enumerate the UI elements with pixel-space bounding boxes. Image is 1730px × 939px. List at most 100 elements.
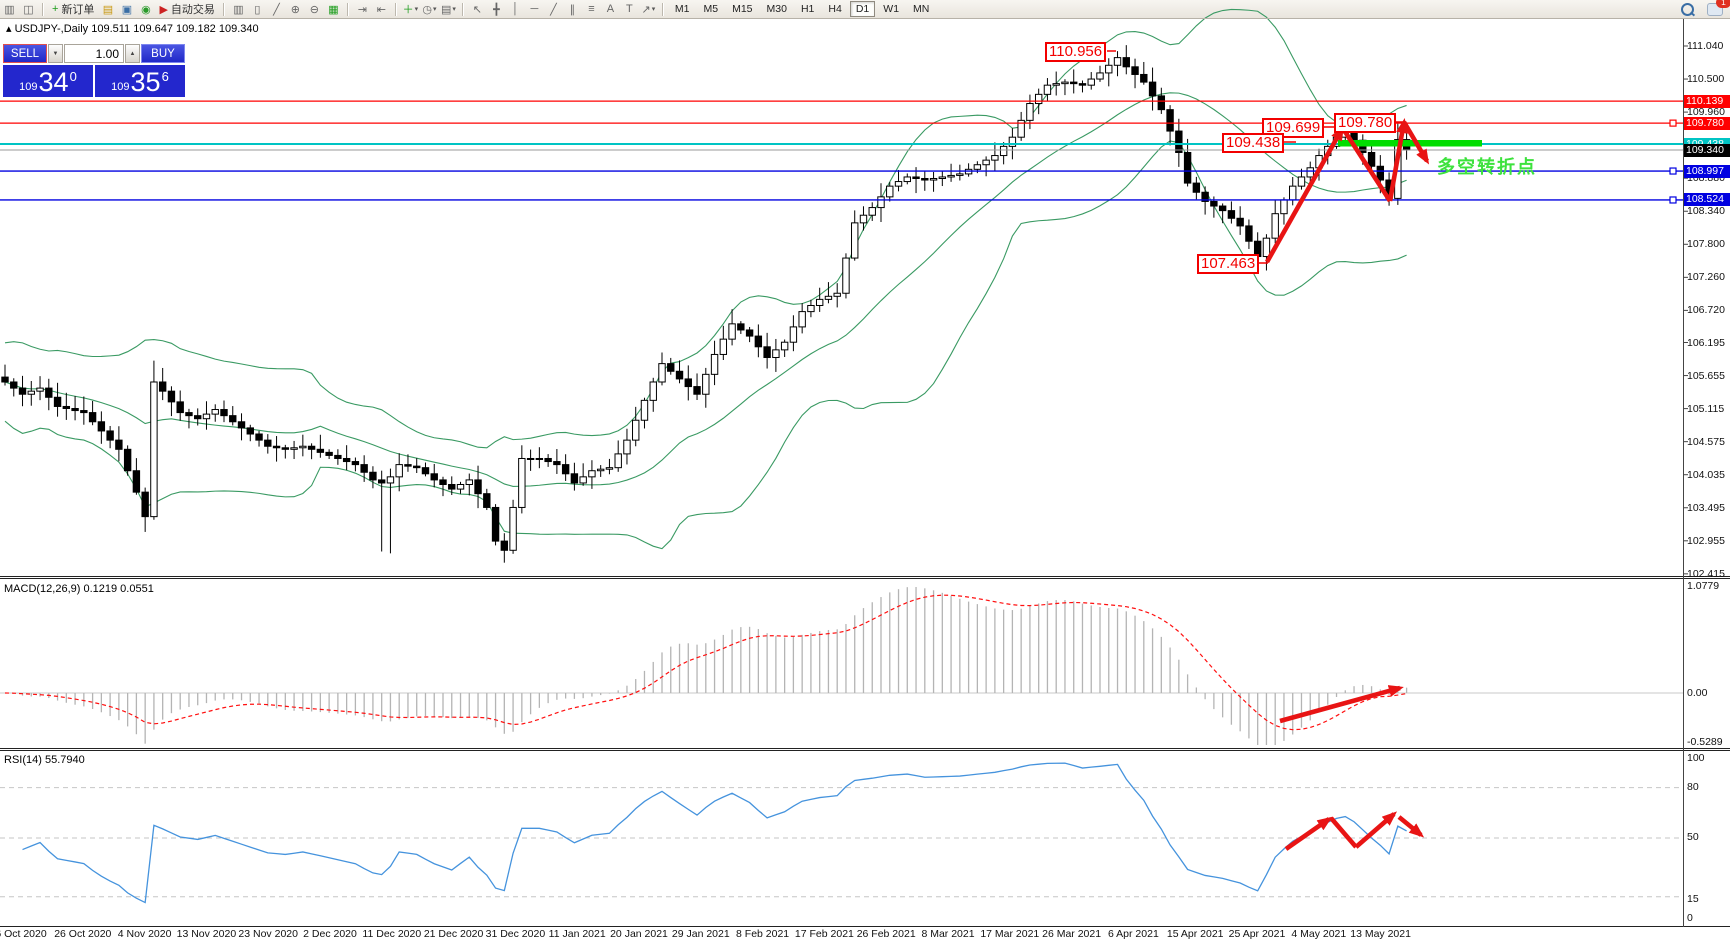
trend-arrow[interactable] [1387, 118, 1408, 202]
bollinger-lower-band [4, 140, 1407, 550]
horizontal-line-icon: ─ [530, 3, 539, 15]
tile-windows[interactable]: ▦ [324, 1, 343, 17]
ask-price[interactable]: 109 35 6 [95, 65, 185, 97]
date-axis-label: 8 Feb 2021 [736, 928, 790, 939]
label[interactable]: T [620, 1, 639, 17]
timeframe-M15[interactable]: M15 [732, 3, 753, 15]
chart-window[interactable]: ▥ [0, 1, 19, 17]
autotrade-button[interactable]: ▶ 自动交易 [155, 1, 218, 17]
trend-arrow[interactable] [1329, 816, 1358, 849]
annotation-arrows[interactable] [1107, 50, 1482, 851]
price-callout-109.438[interactable]: 109.438 [1222, 133, 1285, 153]
sell-button[interactable]: SELL [3, 44, 47, 63]
price-line-label: 109.780 [1684, 116, 1730, 130]
channel[interactable]: ∥ [563, 1, 582, 17]
date-axis-label: 11 Jan 2021 [548, 928, 606, 939]
chat-icon[interactable]: 1 [1705, 0, 1730, 17]
history[interactable]: ▤ [98, 1, 117, 17]
cursor[interactable]: ↖ [468, 1, 487, 17]
new-order-label: 新订单 [61, 4, 95, 16]
collapse-arrow-icon[interactable]: ▴ [6, 23, 12, 35]
notification-badge: 1 [1716, 0, 1730, 8]
line-chart[interactable]: ╱ [267, 1, 286, 17]
new-order-icon: + [52, 3, 59, 15]
date-axis-label: 20 Jan 2021 [610, 928, 668, 939]
toolbar-separator [661, 2, 664, 16]
timeframe-MN[interactable]: MN [913, 3, 930, 15]
price-callout-109.699[interactable]: 109.699 [1262, 118, 1325, 138]
date-axis-label: 15 Apr 2021 [1166, 928, 1224, 939]
trend-arrow[interactable] [1284, 816, 1333, 851]
price-callout-110.956[interactable]: 110.956 [1045, 42, 1107, 62]
date-axis-label: 4 May 2021 [1291, 928, 1347, 939]
ask-pip-digit: 6 [161, 69, 169, 84]
bid-price[interactable]: 109 34 0 [3, 65, 93, 97]
trend-arrow[interactable] [1397, 815, 1425, 838]
line-anchor-marker[interactable] [1669, 167, 1677, 175]
toolbar-separator [346, 2, 349, 16]
rsi-label: RSI(14) 55.7940 [4, 754, 85, 766]
signals-icon: ◉ [141, 3, 151, 16]
timeframe-M30[interactable]: M30 [766, 3, 787, 15]
signals[interactable]: ◉ [136, 1, 155, 17]
volume-input[interactable]: 1.00 [64, 44, 124, 63]
price-axis-tick: 102.415 [1687, 567, 1725, 580]
bar-chart[interactable]: ▥ [229, 1, 248, 17]
timeframe-M1[interactable]: M1 [674, 3, 690, 15]
zoom-in[interactable]: ⊕ [286, 1, 305, 17]
price-axis-tick: 110.500 [1687, 73, 1725, 86]
turning-point-note[interactable]: 多空转折点 [1437, 157, 1537, 177]
new-order-button[interactable]: + 新订单 [48, 1, 98, 17]
trendline[interactable]: ╱ [544, 1, 563, 17]
price-callout-109.780[interactable]: 109.780 [1334, 113, 1397, 133]
terminal[interactable]: ▣ [117, 1, 136, 17]
line-anchor-marker[interactable] [1669, 119, 1677, 127]
green-highlight-bar[interactable] [1338, 140, 1482, 147]
date-axis-label: 13 May 2021 [1350, 928, 1411, 939]
chevron-down-icon: ▾ [432, 6, 437, 13]
ask-prefix: 109 [111, 81, 130, 93]
rsi-axis-tick: 15 [1687, 893, 1699, 905]
rsi-indicator [0, 762, 1683, 904]
timeframe-M5[interactable]: M5 [703, 3, 719, 15]
periods[interactable]: ◷ ▾ [420, 1, 439, 17]
crosshair[interactable]: ╋ [487, 1, 506, 17]
vertical-line[interactable]: │ [506, 1, 525, 17]
ask-big-digits: 35 [130, 67, 161, 97]
timeframe-H4[interactable]: H4 [828, 3, 842, 15]
auto-scroll-icon: ⇥ [357, 3, 368, 16]
macd-signal-line [4, 594, 1407, 731]
search-icon[interactable] [1678, 1, 1697, 17]
fibonacci[interactable]: ≡ [582, 1, 601, 17]
date-axis-label: 11 Dec 2020 [362, 928, 422, 939]
volume-decrease-button[interactable]: ▼ [48, 44, 63, 63]
buy-button[interactable]: BUY [141, 44, 185, 63]
preview[interactable]: ◫ [19, 1, 38, 17]
trend-arrow[interactable] [1402, 120, 1430, 165]
text[interactable]: A [601, 1, 620, 17]
timeframe-H1[interactable]: H1 [800, 3, 815, 15]
horizontal-lines[interactable] [0, 100, 1683, 204]
candlestick[interactable]: ▯ [248, 1, 267, 17]
shapes[interactable]: ↗ ▾ [639, 1, 658, 17]
trend-arrow[interactable] [1354, 811, 1398, 849]
price-axis-tick: 109.960 [1687, 106, 1725, 119]
templates[interactable]: ▤ ▾ [439, 1, 458, 17]
auto-scroll[interactable]: ⇥ [353, 1, 372, 17]
trend-arrow[interactable] [1279, 685, 1404, 724]
chart-shift[interactable]: ⇤ [372, 1, 391, 17]
volume-increase-button[interactable]: ▲ [125, 44, 140, 63]
price-callout-107.463[interactable]: 107.463 [1197, 254, 1260, 274]
timeframe-W1[interactable]: W1 [883, 3, 900, 15]
date-axis-label: 2 Dec 2020 [303, 928, 357, 939]
trend-arrow[interactable] [1340, 125, 1392, 203]
date-axis-label: 31 Dec 2020 [485, 928, 546, 939]
line-anchor-marker[interactable] [1669, 196, 1677, 204]
indicators[interactable]: ＋ ▾ [401, 1, 420, 17]
trend-arrow[interactable] [1264, 125, 1345, 264]
zoom-out[interactable]: ⊖ [305, 1, 324, 17]
timeframe-D1[interactable]: D1 [849, 1, 876, 17]
date-axis-label: 25 Apr 2021 [1228, 928, 1286, 939]
horizontal-line[interactable]: ─ [525, 1, 544, 17]
